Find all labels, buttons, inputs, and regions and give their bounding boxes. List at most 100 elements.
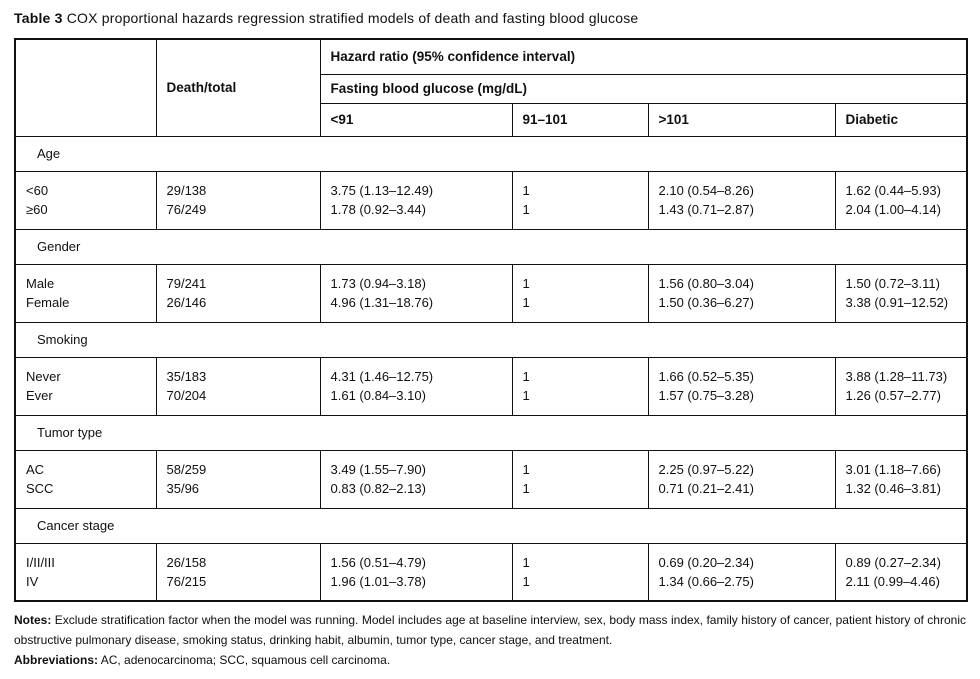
death-total-cell: 76/215	[155, 572, 321, 602]
table-row: Female 26/146 4.96 (1.31–18.76) 1 1.50 (…	[14, 293, 968, 323]
header-row-2: Fasting blood glucose (mg/dL)	[15, 73, 968, 104]
hr-cell: 2.25 (0.97–5.22)	[647, 449, 836, 479]
table-row: Male 79/241 1.73 (0.94–3.18) 1 1.56 (0.8…	[14, 263, 968, 293]
hr-cell: 3.01 (1.18–7.66)	[834, 449, 968, 479]
header-row-3: <91 91–101 >101 Diabetic	[15, 102, 968, 137]
stub-header-cell	[14, 38, 157, 137]
death-total-cell: 79/241	[155, 263, 321, 293]
hr-cell: 2.10 (0.54–8.26)	[647, 170, 836, 200]
hr-cell: 1.61 (0.84–3.10)	[319, 386, 513, 416]
table-row: ≥60 76/249 1.78 (0.92–3.44) 1 1.43 (0.71…	[14, 200, 968, 230]
hr-cell: 1	[511, 293, 649, 323]
death-total-cell: 35/96	[155, 479, 321, 509]
row-label: Female	[14, 293, 157, 323]
section-header-row-age: Age	[14, 135, 968, 172]
hr-cell: 1	[511, 386, 649, 416]
death-total-cell: 35/183	[155, 356, 321, 386]
hr-cell: 1	[511, 263, 649, 293]
death-total-cell: 29/138	[155, 170, 321, 200]
row-label: I/II/III	[14, 542, 157, 572]
row-label: SCC	[14, 479, 157, 509]
hr-cell: 3.88 (1.28–11.73)	[834, 356, 968, 386]
row-label: Never	[14, 356, 157, 386]
table-row: AC 58/259 3.49 (1.55–7.90) 1 2.25 (0.97–…	[14, 449, 968, 479]
hr-cell: 1.50 (0.36–6.27)	[647, 293, 836, 323]
abbreviations-label: Abbreviations:	[14, 653, 99, 667]
row-label: Male	[14, 263, 157, 293]
hr-cell: 0.83 (0.82–2.13)	[319, 479, 513, 509]
hr-cell: 0.69 (0.20–2.34)	[647, 542, 836, 572]
hr-cell: 1	[511, 200, 649, 230]
glucose-group-header-cell: Fasting blood glucose (mg/dL)	[319, 73, 968, 104]
hr-cell: 2.04 (1.00–4.14)	[834, 200, 968, 230]
table-row: <60 29/138 3.75 (1.13–12.49) 1 2.10 (0.5…	[14, 170, 968, 200]
table-footnotes: Notes: Exclude stratification factor whe…	[14, 610, 966, 670]
death-total-header-cell: Death/total	[155, 38, 321, 137]
row-label: ≥60	[14, 200, 157, 230]
hr-cell: 1	[511, 170, 649, 200]
hr-cell: 1	[511, 542, 649, 572]
hr-cell: 1.66 (0.52–5.35)	[647, 356, 836, 386]
death-total-cell: 58/259	[155, 449, 321, 479]
row-label: Ever	[14, 386, 157, 416]
glucose-col-header-gt101: >101	[647, 102, 836, 137]
hr-cell: 1.78 (0.92–3.44)	[319, 200, 513, 230]
notes-label: Notes:	[14, 613, 52, 627]
notes-text: Exclude stratification factor when the m…	[14, 613, 966, 647]
header-row-1: Death/total Hazard ratio (95% confidence…	[14, 38, 968, 137]
hr-cell: 1.26 (0.57–2.77)	[834, 386, 968, 416]
table-row: Ever 70/204 1.61 (0.84–3.10) 1 1.57 (0.7…	[14, 386, 968, 416]
row-label: <60	[14, 170, 157, 200]
hr-cell: 1.96 (1.01–3.78)	[319, 572, 513, 602]
section-label: Gender	[14, 228, 968, 265]
hazard-ratio-header-cell: Hazard ratio (95% confidence interval)	[319, 38, 968, 75]
table-row: I/II/III 26/158 1.56 (0.51–4.79) 1 0.69 …	[14, 542, 968, 572]
table-title-text: COX proportional hazards regression stra…	[66, 10, 639, 26]
hr-cell: 0.89 (0.27–2.34)	[834, 542, 968, 572]
hr-cell: 1	[511, 479, 649, 509]
section-header-row-tumor-type: Tumor type	[14, 414, 968, 451]
table-row: IV 76/215 1.96 (1.01–3.78) 1 1.34 (0.66–…	[14, 572, 968, 602]
hr-cell: 1.57 (0.75–3.28)	[647, 386, 836, 416]
hr-cell: 1.43 (0.71–2.87)	[647, 200, 836, 230]
section-label: Cancer stage	[14, 507, 968, 544]
glucose-col-header-diabetic: Diabetic	[834, 102, 968, 137]
glucose-col-header-lt91: <91	[319, 102, 513, 137]
death-total-cell: 76/249	[155, 200, 321, 230]
hr-cell: 1.34 (0.66–2.75)	[647, 572, 836, 602]
hr-cell: 3.49 (1.55–7.90)	[319, 449, 513, 479]
hr-cell: 1	[511, 572, 649, 602]
hr-cell: 4.96 (1.31–18.76)	[319, 293, 513, 323]
death-total-cell: 26/146	[155, 293, 321, 323]
hr-cell: 1	[511, 449, 649, 479]
hr-cell: 1.56 (0.51–4.79)	[319, 542, 513, 572]
hr-cell: 1.50 (0.72–3.11)	[834, 263, 968, 293]
section-label: Age	[14, 135, 968, 172]
row-label: AC	[14, 449, 157, 479]
hr-cell: 1.73 (0.94–3.18)	[319, 263, 513, 293]
glucose-col-header-91-101: 91–101	[511, 102, 649, 137]
section-header-row-smoking: Smoking	[14, 321, 968, 358]
table-row: Never 35/183 4.31 (1.46–12.75) 1 1.66 (0…	[14, 356, 968, 386]
hr-cell: 1.62 (0.44–5.93)	[834, 170, 968, 200]
row-label: IV	[14, 572, 157, 602]
abbreviations-paragraph: Abbreviations: AC, adenocarcinoma; SCC, …	[14, 650, 966, 670]
table-title: Table 3 COX proportional hazards regress…	[14, 9, 966, 28]
section-header-row-cancer-stage: Cancer stage	[14, 507, 968, 544]
hr-cell: 4.31 (1.46–12.75)	[319, 356, 513, 386]
death-total-cell: 70/204	[155, 386, 321, 416]
abbreviations-text: AC, adenocarcinoma; SCC, squamous cell c…	[100, 653, 391, 667]
hr-cell: 3.75 (1.13–12.49)	[319, 170, 513, 200]
section-header-row-gender: Gender	[14, 228, 968, 265]
table-number-label: Table 3	[14, 10, 63, 26]
hr-cell: 1	[511, 356, 649, 386]
hr-cell: 3.38 (0.91–12.52)	[834, 293, 968, 323]
notes-paragraph: Notes: Exclude stratification factor whe…	[14, 610, 966, 650]
hr-cell: 0.71 (0.21–2.41)	[647, 479, 836, 509]
hr-cell: 1.32 (0.46–3.81)	[834, 479, 968, 509]
death-total-cell: 26/158	[155, 542, 321, 572]
cox-regression-table: Death/total Hazard ratio (95% confidence…	[14, 38, 969, 602]
hr-cell: 1.56 (0.80–3.04)	[647, 263, 836, 293]
table-row: SCC 35/96 0.83 (0.82–2.13) 1 0.71 (0.21–…	[14, 479, 968, 509]
